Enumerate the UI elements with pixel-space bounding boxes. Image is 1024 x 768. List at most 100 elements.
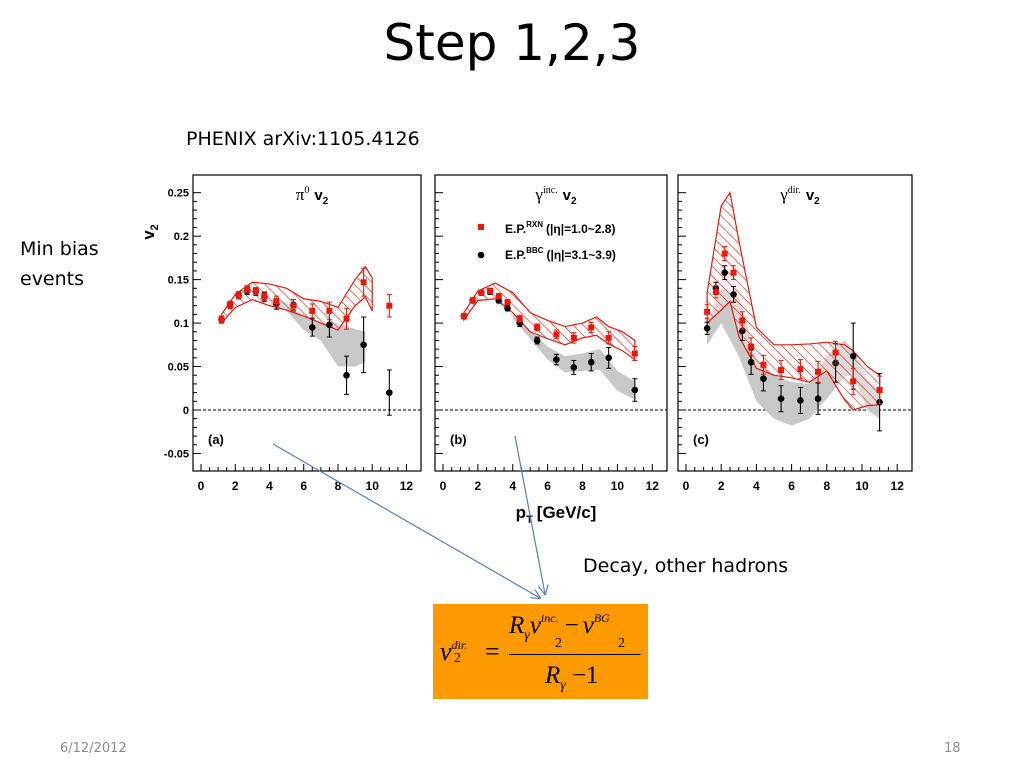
red-square-point xyxy=(797,366,804,373)
red-square-point xyxy=(235,292,242,299)
red-square-point xyxy=(252,287,259,294)
x-tick-label: 12 xyxy=(891,479,905,493)
formula-lhs: vdir. xyxy=(440,637,468,666)
y-tick-label: -0.05 xyxy=(164,448,189,460)
red-square-point xyxy=(386,302,393,309)
x-tick-label: 2 xyxy=(718,479,725,493)
legend-red-marker xyxy=(478,224,484,230)
black-circle-point xyxy=(703,324,711,332)
legend-black-label: E.P.BBC (|η|=3.1~3.9) xyxy=(505,246,616,262)
red-square-point xyxy=(504,299,511,306)
x-tick-label: 0 xyxy=(198,479,205,493)
red-square-point xyxy=(478,289,485,296)
red-square-point xyxy=(290,302,297,309)
arrow-from-panel-a xyxy=(272,443,540,598)
black-circle-point xyxy=(504,305,511,312)
x-tick-label: 6 xyxy=(788,479,795,493)
formula-fraction-bar xyxy=(509,654,641,655)
legend-red-label: E.P.RXN (|η|=1.0~2.8) xyxy=(505,220,615,236)
source-label: PHENIX arXiv:1105.4126 xyxy=(186,128,420,150)
formula-num-bg-sub: 2 xyxy=(618,636,625,651)
black-circle-point xyxy=(730,291,737,298)
x-tick-label: 8 xyxy=(823,479,830,493)
black-circle-point xyxy=(849,352,857,360)
y-tick-label: 0.15 xyxy=(168,275,189,287)
black-circle-point xyxy=(605,354,612,362)
panel-tag: (c) xyxy=(693,432,709,447)
x-tick-label: 12 xyxy=(400,479,414,493)
red-square-point xyxy=(815,368,821,375)
red-square-point xyxy=(739,317,746,324)
systematic-band-gray xyxy=(269,298,366,367)
black-circle-point xyxy=(533,337,541,344)
red-square-point xyxy=(343,315,350,322)
red-square-point xyxy=(832,349,839,356)
y-tick-label: 0.05 xyxy=(168,362,189,374)
panel-b: γinc. v2 (b) xyxy=(434,174,668,472)
panel-tag: (a) xyxy=(208,432,224,447)
red-square-point xyxy=(534,324,541,331)
red-square-point xyxy=(326,307,333,314)
legend: E.P.RXN (|η|=1.0~2.8) E.P.BBC (|η|=3.1~3.9) xyxy=(477,220,616,262)
black-circle-point xyxy=(553,356,560,363)
x-tick-label: 2 xyxy=(475,479,482,493)
red-square-point xyxy=(227,301,234,308)
red-square-point xyxy=(748,343,755,350)
red-square-point xyxy=(553,331,560,338)
x-tick-label: 0 xyxy=(683,479,690,493)
panel-tag: (b) xyxy=(450,432,467,447)
red-square-point xyxy=(218,316,225,323)
red-square-point xyxy=(850,378,857,385)
formula-equals: = xyxy=(485,637,500,666)
black-circle-point xyxy=(721,269,729,276)
black-circle-point xyxy=(747,358,755,366)
red-square-point xyxy=(760,361,767,368)
formula-denominator: Rγ −1 xyxy=(545,662,599,693)
formula-box: vdir. 2 = Rγvinc. − vBG 2 2 Rγ −1 xyxy=(433,604,648,699)
black-circle-point xyxy=(326,321,333,329)
panel-title: γdir. v2 xyxy=(779,185,820,207)
y-axis-label: v2 xyxy=(139,224,161,240)
red-square-point xyxy=(460,313,467,320)
formula-lhs-sub: 2 xyxy=(454,651,461,666)
x-tick-label: 4 xyxy=(266,479,273,493)
red-square-point xyxy=(261,293,268,300)
x-tick-label: 6 xyxy=(544,479,551,493)
red-square-point xyxy=(876,387,883,394)
black-circle-point xyxy=(814,395,822,403)
red-square-point xyxy=(631,350,638,357)
red-square-point xyxy=(309,307,316,314)
systematic-band-gray xyxy=(512,312,635,400)
red-square-point xyxy=(712,288,719,295)
side-label-line1: Min bias xyxy=(20,238,99,260)
panel-title: π0 v2 xyxy=(296,185,329,207)
black-circle-point xyxy=(386,389,393,396)
black-circle-point xyxy=(631,386,639,394)
x-tick-label: 6 xyxy=(300,479,307,493)
black-circle-point xyxy=(570,364,578,371)
black-circle-point xyxy=(777,395,785,403)
red-square-point xyxy=(730,269,737,276)
black-circle-point xyxy=(760,375,767,383)
black-circle-point xyxy=(308,324,316,331)
panel-c: γdir. v2 (c) xyxy=(677,174,913,472)
slide-number: 18 xyxy=(944,741,961,756)
panel-a: π0 v2 (a) xyxy=(192,174,422,472)
formula-num-v-sub: 2 xyxy=(555,636,562,651)
red-square-point xyxy=(244,286,251,293)
red-square-point xyxy=(588,324,595,331)
x-axis-label: pT [GeV/c] xyxy=(516,503,597,526)
black-circle-point xyxy=(360,341,367,349)
red-square-point xyxy=(605,334,612,341)
legend-black-marker xyxy=(477,251,485,259)
red-square-point xyxy=(570,334,577,341)
red-square-point xyxy=(721,250,728,257)
black-circle-point xyxy=(343,371,350,379)
x-tick-label: 8 xyxy=(335,479,342,493)
side-label: Min bias events xyxy=(20,234,99,294)
black-circle-point xyxy=(797,397,804,404)
red-square-point xyxy=(360,279,367,286)
x-tick-label: 10 xyxy=(611,479,625,493)
red-square-point xyxy=(778,367,785,374)
